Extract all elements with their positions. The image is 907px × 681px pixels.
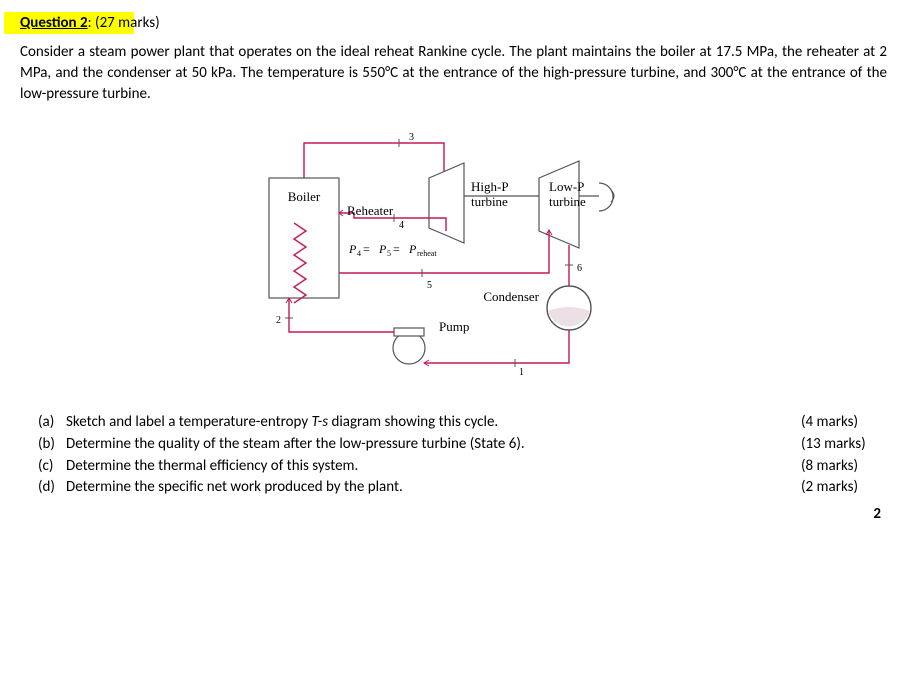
problem-statement: Consider a steam power plant that operat… [20,42,887,105]
svg-text:Pump: Pump [439,319,469,334]
part-c-marks: (8 marks) [801,456,887,478]
svg-text:=: = [363,242,370,256]
part-b-marks: (13 marks) [801,434,887,456]
part-b-text: Determine the quality of the steam after… [66,434,801,456]
question-label: Question 2 [20,14,88,32]
question-title: Question 2: (27 marks) [20,14,160,32]
svg-text:2: 2 [276,315,281,326]
cycle-figure: Boiler3High-PturbineLow-PturbineReheater… [20,123,887,388]
svg-text:P: P [378,242,387,256]
svg-text:5: 5 [387,249,391,258]
part-d-marks: (2 marks) [801,477,887,499]
part-b-label: (b) [38,434,66,456]
svg-text:Condenser: Condenser [483,289,539,304]
part-c-text: Determine the thermal efficiency of this… [66,456,801,478]
svg-text:P: P [348,242,357,256]
svg-text:Reheater: Reheater [347,203,394,218]
part-a-label: (a) [38,412,66,434]
question-colon: : [88,14,92,32]
svg-text:4: 4 [357,249,361,258]
svg-text:1: 1 [519,367,524,378]
svg-text:4: 4 [399,220,404,231]
page-number: 2 [20,505,887,523]
part-d-text: Determine the specific net work produced… [66,477,801,499]
svg-text:reheat: reheat [417,249,437,258]
part-d-label: (d) [38,477,66,499]
svg-text:5: 5 [427,280,432,291]
svg-text:6: 6 [577,263,582,274]
svg-text:=: = [393,242,400,256]
svg-text:3: 3 [409,132,414,143]
part-a-text: Sketch and label a temperature-entropy T… [66,412,801,434]
part-c-label: (c) [38,456,66,478]
question-marks: (27 marks) [95,14,160,32]
sub-parts: (a) Sketch and label a temperature-entro… [38,412,887,499]
svg-text:Boiler: Boiler [287,189,320,204]
svg-text:Low-P: Low-P [549,179,584,194]
svg-text:P: P [408,242,417,256]
part-a-marks: (4 marks) [801,412,887,434]
svg-text:High-P: High-P [471,179,509,194]
